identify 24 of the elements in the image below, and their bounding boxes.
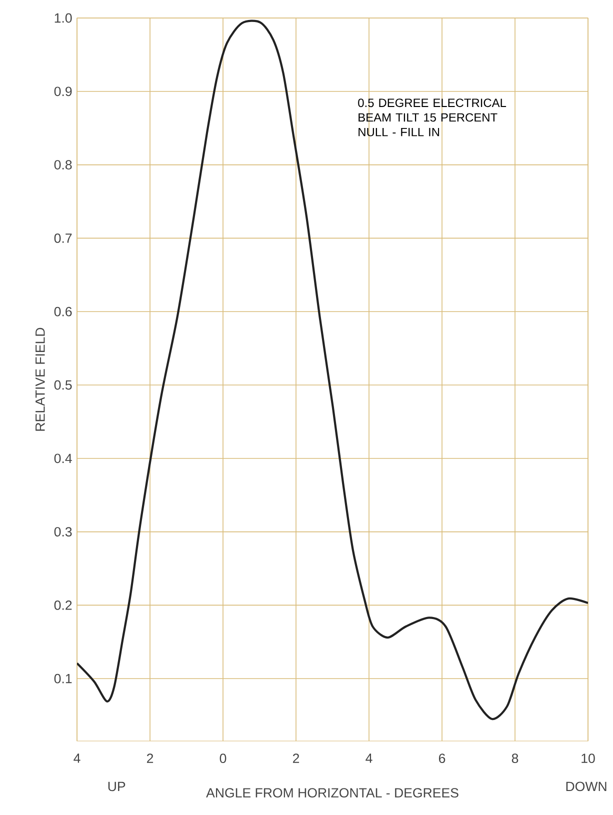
y-tick-label: 0.3	[54, 527, 72, 536]
x-tick-label: 2	[146, 754, 154, 763]
y-tick-label: 0.4	[54, 454, 72, 464]
y-tick-label: 0.1	[54, 674, 72, 684]
y-tick-label: 0.7	[54, 234, 72, 243]
x-tick-label: 6	[438, 754, 446, 764]
y-axis-title: RELATIVE FIELD	[36, 328, 45, 431]
x-tick-label: 8	[512, 754, 518, 764]
text: UP	[108, 782, 126, 792]
x-tick-label: 2	[292, 754, 300, 763]
x-tick-label: 0	[220, 754, 226, 764]
y-tick-label: 0.6	[54, 306, 72, 316]
text: DOWN	[566, 782, 606, 792]
y-tick-label: 0.5	[54, 380, 72, 390]
line-series	[77, 20, 588, 720]
y-tick-label: 1.0	[54, 13, 72, 23]
x-tick-label: 4	[74, 754, 80, 763]
x-tick-label: 4	[366, 754, 372, 763]
y-tick-label: 0.8	[54, 160, 72, 170]
annotation: 0.5 DEGREE ELECTRICAL BEAM TILT 15 PERCENT NULL - FILL IN	[358, 98, 506, 136]
y-tick-label: 0.9	[54, 86, 72, 96]
y-tick-label: 0.2	[54, 600, 72, 610]
x-tick-label: 10	[582, 754, 595, 764]
x-axis-title: ANGLE FROM HORIZONTAL - DEGREES	[206, 788, 458, 798]
